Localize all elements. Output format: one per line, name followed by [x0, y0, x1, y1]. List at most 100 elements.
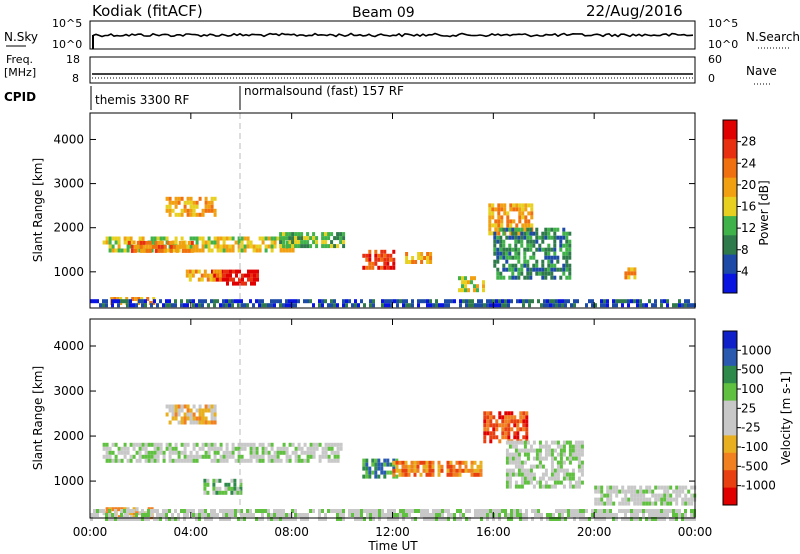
- power-cell: [160, 240, 164, 245]
- power-cell: [447, 303, 450, 308]
- power-cell: [529, 275, 533, 280]
- power-cell: [544, 267, 548, 272]
- power-cell: [215, 273, 219, 278]
- power-cell: [389, 253, 393, 258]
- power-cell: [511, 235, 515, 240]
- power-cell: [253, 277, 256, 282]
- velocity-cell: [618, 489, 622, 494]
- velocity-cell: [201, 509, 204, 513]
- velocity-cell: [525, 423, 529, 428]
- velocity-cell: [513, 419, 517, 424]
- velocity-cell: [606, 493, 610, 498]
- velocity-cell: [486, 411, 490, 416]
- velocity-cell: [672, 513, 675, 517]
- power-cell: [291, 232, 295, 237]
- velocity-cell: [419, 460, 423, 465]
- velocity-cell: [186, 442, 190, 447]
- power-cell: [483, 303, 486, 308]
- power-cell: [476, 284, 479, 289]
- velocity-cell: [423, 517, 426, 521]
- power-cell: [225, 236, 229, 241]
- velocity-cell: [684, 513, 687, 517]
- velocity-cell: [630, 509, 633, 513]
- power-cell: [488, 219, 492, 224]
- velocity-cell: [504, 513, 507, 517]
- velocity-cell: [681, 497, 685, 502]
- velocity-cell: [537, 509, 540, 513]
- velocity-cell: [660, 501, 664, 506]
- velocity-cell: [519, 513, 522, 517]
- velocity-cell: [236, 486, 240, 491]
- power-cell: [156, 303, 159, 308]
- velocity-cell: [210, 517, 213, 521]
- power-cell: [229, 277, 232, 282]
- velocity-cell: [180, 408, 184, 413]
- velocity-cell: [422, 468, 426, 473]
- power-cell: [189, 244, 193, 249]
- power-cell: [615, 303, 618, 308]
- velocity-cell: [636, 501, 640, 506]
- velocity-cell: [574, 440, 578, 445]
- velocity-cell: [654, 513, 657, 517]
- velocity-cell: [198, 404, 202, 409]
- velocity-cell: [252, 513, 255, 517]
- power-cell: [270, 240, 274, 245]
- velocity-cell: [171, 517, 174, 521]
- power-cell: [180, 212, 184, 217]
- velocity-cell: [117, 446, 121, 451]
- velocity-cell: [559, 468, 563, 473]
- velocity-cell: [258, 509, 261, 513]
- velocity-cell: [507, 517, 510, 521]
- power-cell: [405, 303, 408, 308]
- velocity-cell: [507, 423, 511, 428]
- velocity-cell: [553, 484, 557, 489]
- velocity-cell: [621, 501, 625, 506]
- power-cell: [414, 260, 418, 264]
- velocity-cell: [183, 517, 186, 521]
- power-cell: [526, 259, 530, 264]
- power-cell: [192, 299, 195, 304]
- velocity-cell: [144, 517, 147, 521]
- velocity-cell: [189, 416, 193, 421]
- power-cell: [288, 303, 291, 308]
- power-cell: [207, 236, 211, 241]
- power-cell: [504, 303, 507, 308]
- velocity-cell: [495, 509, 498, 513]
- power-cell: [198, 196, 202, 201]
- power-cell: [159, 299, 162, 304]
- velocity-cell: [120, 513, 123, 517]
- velocity-cell: [243, 446, 247, 451]
- velocity-cell: [270, 446, 274, 451]
- velocity-cell: [249, 446, 253, 451]
- power-cell: [627, 275, 631, 280]
- power-cell: [486, 299, 489, 304]
- velocity-colorbar-tick-label: 25: [741, 401, 756, 415]
- velocity-cell: [413, 464, 417, 469]
- velocity-cell: [392, 460, 396, 465]
- velocity-cell: [514, 464, 518, 469]
- velocity-cell: [240, 513, 243, 517]
- power-cell: [318, 303, 321, 308]
- velocity-colorbar-swatch: [723, 348, 737, 367]
- power-cell: [195, 200, 199, 205]
- velocity-cell: [615, 493, 619, 498]
- power-cell: [488, 231, 492, 236]
- velocity-cell: [324, 517, 327, 521]
- power-cell: [195, 240, 199, 245]
- velocity-cell: [568, 484, 572, 489]
- power-cell: [374, 261, 378, 266]
- power-cell: [529, 231, 533, 236]
- velocity-cell: [609, 493, 613, 498]
- power-cell: [261, 299, 264, 304]
- power-cell: [267, 244, 271, 249]
- velocity-cell: [374, 466, 378, 471]
- velocity-cell: [126, 446, 130, 451]
- power-cell: [654, 303, 657, 308]
- velocity-cell: [234, 513, 237, 517]
- power-cell: [499, 247, 503, 252]
- velocity-cell: [333, 442, 337, 447]
- velocity-cell: [517, 456, 521, 461]
- velocity-cell: [459, 509, 462, 513]
- power-cell: [273, 299, 276, 304]
